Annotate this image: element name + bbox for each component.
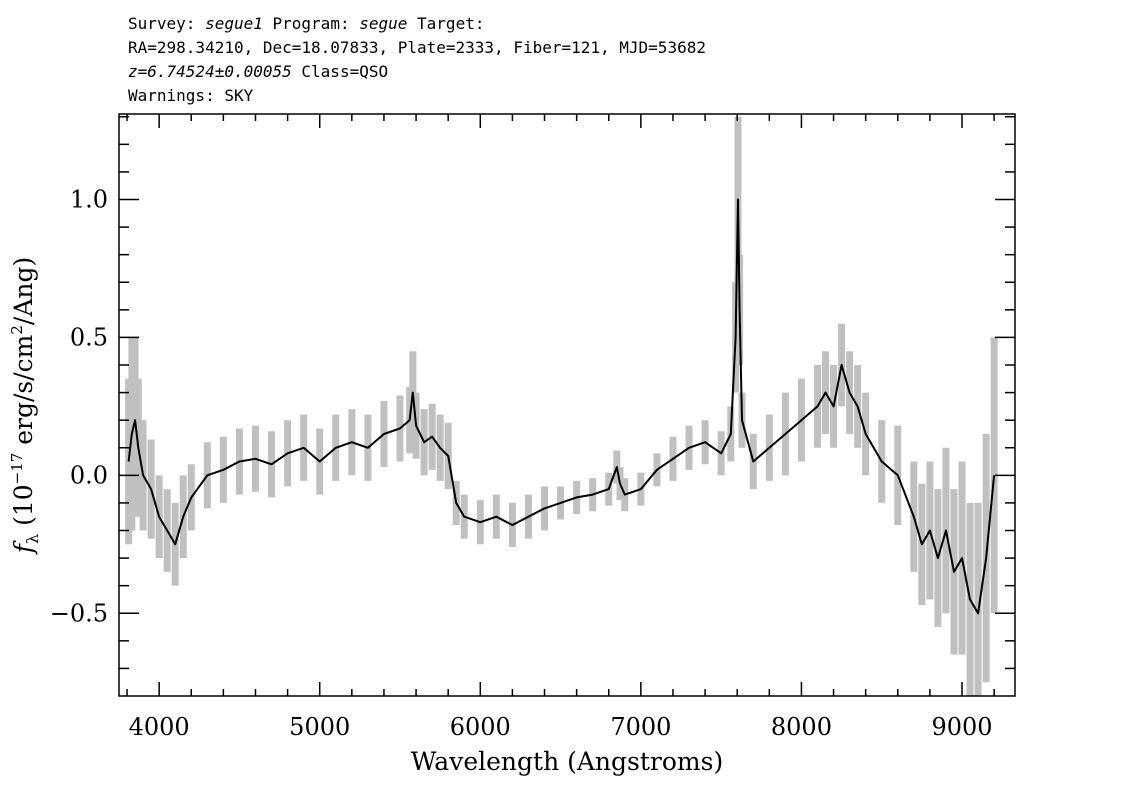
error-band-layer xyxy=(125,116,998,696)
y-tick-label: 1.0 xyxy=(70,186,108,214)
program-label: Program: xyxy=(272,14,350,33)
x-ticks: 4000 5000 6000 7000 8000 9000 xyxy=(126,114,995,741)
plot-frame xyxy=(118,113,1016,697)
y-label-end: /Ang) xyxy=(9,257,38,325)
redshift-value: z=6.74524±0.00055 xyxy=(128,62,292,81)
y-axis-label: fλ (10−17 erg/s/cm2/Ang) xyxy=(8,257,42,556)
x-tick-label: 9000 xyxy=(931,713,992,741)
header-coords-line: RA=298.34210, Dec=18.07833, Plate=2333, … xyxy=(128,38,706,57)
y-tick-label: 0.5 xyxy=(70,323,108,351)
x-tick-label: 4000 xyxy=(129,713,190,741)
survey-value: segue1 xyxy=(205,14,263,33)
y-label-main: (10 xyxy=(9,484,38,534)
y-label-exp: −17 xyxy=(8,453,26,485)
x-tick-label: 5000 xyxy=(289,713,350,741)
x-tick-label: 8000 xyxy=(771,713,832,741)
y-ticks: −0.5 0.0 0.5 1.0 xyxy=(50,116,1015,670)
header-line-3: z=6.74524±0.00055 Class=QSO xyxy=(128,60,706,84)
flux-line xyxy=(127,198,996,615)
class-text: Class=QSO xyxy=(301,62,389,81)
program-value: segue xyxy=(359,14,408,33)
y-tick-label: −0.5 xyxy=(50,599,108,627)
header-warnings-line: Warnings: SKY xyxy=(128,86,254,105)
y-tick-label: 0.0 xyxy=(70,461,108,489)
y-label-sub: λ xyxy=(23,534,42,544)
x-tick-label: 6000 xyxy=(450,713,511,741)
y-label-f: f xyxy=(9,540,38,555)
spectrum-header: Survey: segue1 Program: segue Target: RA… xyxy=(128,12,706,108)
flux-line-layer xyxy=(127,198,996,615)
survey-label: Survey: xyxy=(128,14,196,33)
x-tick-label: 7000 xyxy=(610,713,671,741)
target-label: Target: xyxy=(417,14,485,33)
x-axis-label: Wavelength (Angstroms) xyxy=(411,747,723,776)
y-label-exp2: 2 xyxy=(8,325,26,335)
y-label-rest: erg/s/cm xyxy=(9,334,38,452)
header-line-1: Survey: segue1 Program: segue Target: xyxy=(128,12,706,36)
